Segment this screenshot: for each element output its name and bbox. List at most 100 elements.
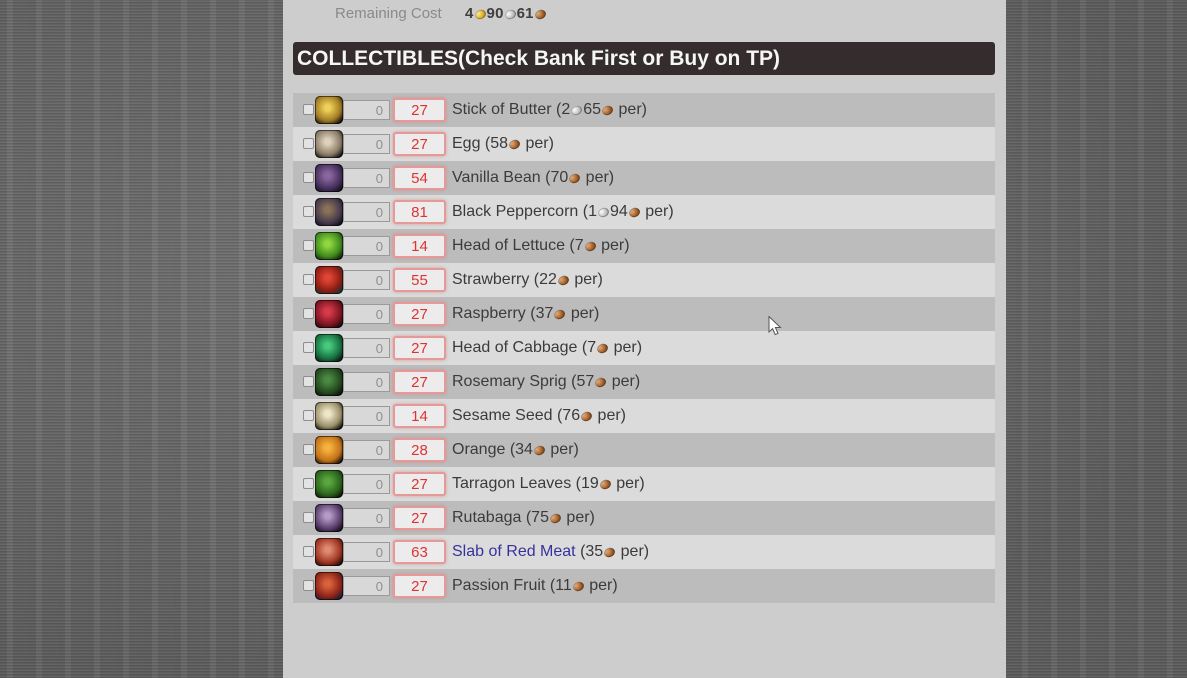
item-name: Strawberry xyxy=(452,271,530,288)
item-price: (70 per) xyxy=(540,169,615,186)
item-label: Orange (34 per) xyxy=(452,433,579,467)
item-label: Vanilla Bean (70 per) xyxy=(452,161,614,195)
item-price: (1 94 per) xyxy=(578,203,674,220)
copper-coin-icon xyxy=(507,138,522,151)
item-price: (58 per) xyxy=(480,135,554,152)
item-price: (19 per) xyxy=(571,475,645,492)
collected-checkbox[interactable] xyxy=(303,580,314,591)
collectible-row: Raspberry (37 per) xyxy=(293,297,995,331)
owned-quantity-input[interactable] xyxy=(343,304,390,324)
collected-checkbox[interactable] xyxy=(303,444,314,455)
rosemary-sprig-icon xyxy=(315,368,343,396)
collected-checkbox[interactable] xyxy=(303,410,314,421)
needed-quantity-input[interactable] xyxy=(393,166,446,190)
item-label: Egg (58 per) xyxy=(452,127,554,161)
collected-checkbox[interactable] xyxy=(303,206,314,217)
needed-quantity-input[interactable] xyxy=(393,506,446,530)
silver-coin-icon xyxy=(569,104,584,117)
item-label: Head of Cabbage (7 per) xyxy=(452,331,642,365)
section-title: COLLECTIBLES(Check Bank First or Buy on … xyxy=(297,47,781,70)
owned-quantity-input[interactable] xyxy=(343,168,390,188)
tarragon-leaves-icon xyxy=(315,470,343,498)
item-label: Black Peppercorn (1 94 per) xyxy=(452,195,674,229)
item-label: Tarragon Leaves (19 per) xyxy=(452,467,645,501)
crafting-guide-content: Remaining Cost 4 90 61 COLLECTIBLES(Check … xyxy=(283,0,1006,678)
collectible-row: Strawberry (22 per) xyxy=(293,263,995,297)
needed-quantity-input[interactable] xyxy=(393,472,446,496)
item-label: Raspberry (37 per) xyxy=(452,297,599,331)
copper-coin-icon xyxy=(571,580,586,593)
copper-coin-icon xyxy=(602,546,617,559)
item-price: (37 per) xyxy=(525,305,600,322)
copper-coin-icon xyxy=(579,410,594,423)
owned-quantity-input[interactable] xyxy=(343,202,390,222)
owned-quantity-input[interactable] xyxy=(343,134,390,154)
collectible-row: Rosemary Sprig (57 per) xyxy=(293,365,995,399)
item-name: Passion Fruit xyxy=(452,577,546,594)
needed-quantity-input[interactable] xyxy=(393,234,446,258)
owned-quantity-input[interactable] xyxy=(343,372,390,392)
owned-quantity-input[interactable] xyxy=(343,100,390,120)
mouse-cursor xyxy=(768,316,782,336)
collected-checkbox[interactable] xyxy=(303,274,314,285)
needed-quantity-input[interactable] xyxy=(393,302,446,326)
item-name: Rutabaga xyxy=(452,509,522,526)
item-label: Head of Lettuce (7 per) xyxy=(452,229,630,263)
raspberry-icon xyxy=(315,300,343,328)
item-price: (35 per) xyxy=(575,543,650,560)
owned-quantity-input[interactable] xyxy=(343,474,390,494)
owned-quantity-input[interactable] xyxy=(343,236,390,256)
item-name: Vanilla Bean xyxy=(452,169,541,186)
item-name: Rosemary Sprig xyxy=(452,373,567,390)
needed-quantity-input[interactable] xyxy=(393,438,446,462)
item-name: Egg xyxy=(452,135,481,152)
collected-checkbox[interactable] xyxy=(303,546,314,557)
needed-quantity-input[interactable] xyxy=(393,540,446,564)
item-price: (22 per) xyxy=(529,271,603,288)
copper-coin-icon xyxy=(583,240,598,253)
needed-quantity-input[interactable] xyxy=(393,336,446,360)
head-of-lettuce-icon xyxy=(315,232,343,260)
collected-checkbox[interactable] xyxy=(303,240,314,251)
item-label: Sesame Seed (76 per) xyxy=(452,399,626,433)
item-name: Sesame Seed xyxy=(452,407,553,424)
copper-coin-icon xyxy=(532,444,547,457)
needed-quantity-input[interactable] xyxy=(393,268,446,292)
copper-coin-icon xyxy=(533,8,548,21)
needed-quantity-input[interactable] xyxy=(393,200,446,224)
silver-coin-icon xyxy=(503,8,517,21)
needed-quantity-input[interactable] xyxy=(393,132,446,156)
owned-quantity-input[interactable] xyxy=(343,508,390,528)
copper-coin-icon xyxy=(593,376,608,389)
remaining-cost-value: 4 90 61 xyxy=(465,5,548,22)
item-price: (34 per) xyxy=(505,441,579,458)
collected-checkbox[interactable] xyxy=(303,376,314,387)
owned-quantity-input[interactable] xyxy=(343,542,390,562)
owned-quantity-input[interactable] xyxy=(343,576,390,596)
collected-checkbox[interactable] xyxy=(303,172,314,183)
collected-checkbox[interactable] xyxy=(303,138,314,149)
owned-quantity-input[interactable] xyxy=(343,440,390,460)
item-price: (7 per) xyxy=(577,339,643,356)
owned-quantity-input[interactable] xyxy=(343,270,390,290)
collected-checkbox[interactable] xyxy=(303,512,314,523)
copper-coin-icon xyxy=(553,308,567,321)
needed-quantity-input[interactable] xyxy=(393,574,446,598)
collected-checkbox[interactable] xyxy=(303,342,314,353)
item-name: Head of Cabbage xyxy=(452,339,578,356)
collected-checkbox[interactable] xyxy=(303,308,314,319)
needed-quantity-input[interactable] xyxy=(393,98,446,122)
collected-checkbox[interactable] xyxy=(303,104,314,115)
collectible-row: Black Peppercorn (194 per) xyxy=(293,195,995,229)
item-name[interactable]: Slab of Red Meat xyxy=(452,543,576,560)
owned-quantity-input[interactable] xyxy=(343,406,390,426)
needed-quantity-input[interactable] xyxy=(393,404,446,428)
slab-of-red-meat-icon xyxy=(315,538,343,566)
collectible-row: Head of Cabbage (7 per) xyxy=(293,331,995,365)
item-name: Orange xyxy=(452,441,506,458)
needed-quantity-input[interactable] xyxy=(393,370,446,394)
collectible-row: Orange (34 per) xyxy=(293,433,995,467)
owned-quantity-input[interactable] xyxy=(343,338,390,358)
item-price: (11 per) xyxy=(545,577,618,594)
collected-checkbox[interactable] xyxy=(303,478,314,489)
